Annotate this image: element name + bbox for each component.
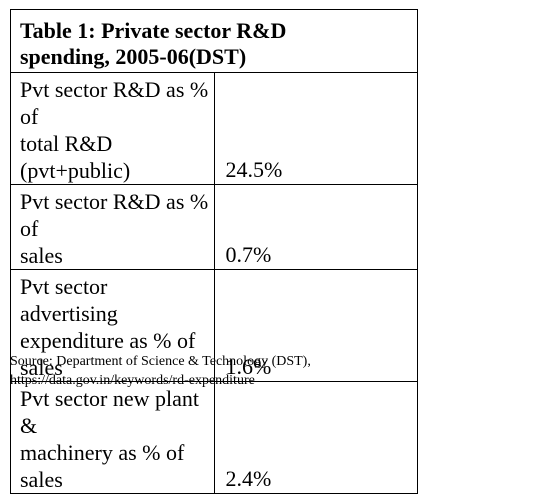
row-value-cell: 24.5% xyxy=(213,72,418,185)
row-label-cell: Pvt sector R&D as % of sales xyxy=(10,184,215,270)
row-label-line-1: Pvt sector new plant & xyxy=(20,386,200,438)
row-label-cell: Pvt sector advertising expenditure as % … xyxy=(10,269,215,382)
row-value-cell: 1.6% xyxy=(213,269,418,382)
row-value: 2.4% xyxy=(225,466,272,491)
row-label-line-2: expenditure as % of sales xyxy=(20,328,196,380)
row-label-line-1: Pvt sector R&D as % of xyxy=(20,189,209,241)
row-label: Pvt sector R&D as % of sales xyxy=(11,185,214,269)
table-row: Pvt sector advertising expenditure as % … xyxy=(10,269,418,382)
table-title-line-1: Table 1: Private sector R&D xyxy=(20,18,287,43)
row-label-cell: Pvt sector R&D as % of total R&D (pvt+pu… xyxy=(10,72,215,185)
row-value-cell: 0.7% xyxy=(213,184,418,270)
row-label-line-1: Pvt sector advertising xyxy=(20,274,118,326)
row-label-line-1: Pvt sector R&D as % of xyxy=(20,77,209,129)
row-label-cell: Pvt sector new plant & machinery as % of… xyxy=(10,381,215,494)
rd-spending-table: Table 1: Private sector R&D spending, 20… xyxy=(10,9,418,494)
source-url: https://data.gov.in/keywords/rd-expendit… xyxy=(10,373,255,388)
table-row: Pvt sector new plant & machinery as % of… xyxy=(10,381,418,494)
row-label-line-2: machinery as % of sales xyxy=(20,440,185,492)
row-label-line-2: sales xyxy=(20,243,63,268)
table-title-row: Table 1: Private sector R&D spending, 20… xyxy=(10,9,418,73)
row-label: Pvt sector R&D as % of total R&D (pvt+pu… xyxy=(11,73,214,184)
table-row: Pvt sector R&D as % of sales 0.7% xyxy=(10,184,418,270)
row-value-cell: 2.4% xyxy=(213,381,418,494)
row-label: Pvt sector new plant & machinery as % of… xyxy=(11,382,214,493)
row-value: 0.7% xyxy=(225,242,272,267)
row-value: 1.6% xyxy=(225,354,272,379)
table-title-cell: Table 1: Private sector R&D spending, 20… xyxy=(10,9,418,73)
table-title-line-2: spending, 2005-06(DST) xyxy=(20,44,247,69)
source-line-1: Source: Department of Science & Technolo… xyxy=(10,354,311,369)
table-title: Table 1: Private sector R&D spending, 20… xyxy=(11,10,417,70)
row-label-line-2: total R&D (pvt+public) xyxy=(20,131,131,183)
table-row: Pvt sector R&D as % of total R&D (pvt+pu… xyxy=(10,72,418,185)
source-note: Source: Department of Science & Technolo… xyxy=(10,352,311,390)
row-label: Pvt sector advertising expenditure as % … xyxy=(11,270,214,381)
row-value: 24.5% xyxy=(225,157,283,182)
